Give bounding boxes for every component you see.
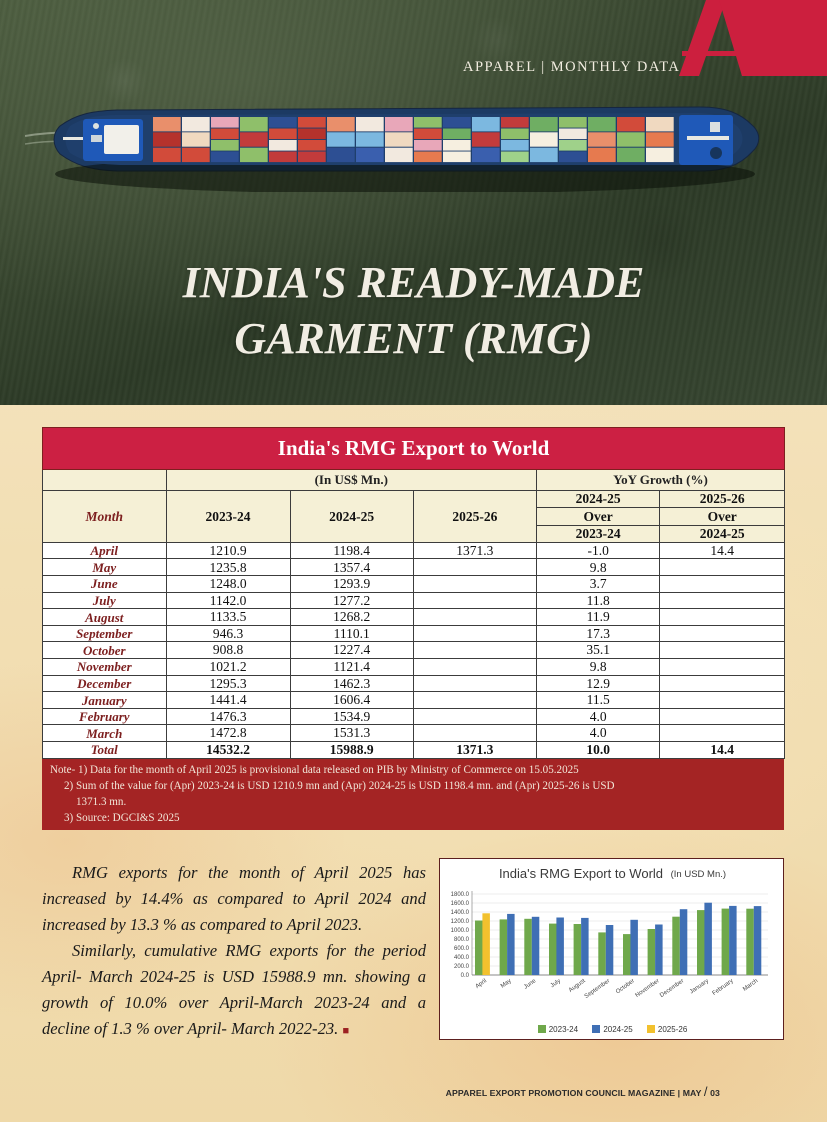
- svg-text:April: April: [475, 978, 488, 990]
- svg-text:November: November: [635, 978, 661, 999]
- svg-text:0.0: 0.0: [461, 973, 470, 979]
- svg-text:600.0: 600.0: [454, 946, 470, 952]
- svg-text:October: October: [615, 978, 636, 995]
- svg-text:800.0: 800.0: [454, 937, 470, 943]
- svg-text:February: February: [712, 978, 735, 997]
- svg-text:May: May: [500, 978, 513, 989]
- svg-text:September: September: [584, 978, 611, 1000]
- svg-text:1800.0: 1800.0: [451, 892, 470, 898]
- svg-text:1200.0: 1200.0: [451, 919, 470, 925]
- svg-text:400.0: 400.0: [454, 955, 470, 961]
- svg-text:August: August: [568, 978, 587, 994]
- svg-text:200.0: 200.0: [454, 964, 470, 970]
- svg-text:July: July: [550, 978, 562, 989]
- svg-text:1400.0: 1400.0: [451, 910, 470, 916]
- svg-text:June: June: [523, 978, 538, 991]
- svg-text:December: December: [659, 978, 685, 999]
- svg-text:January: January: [689, 978, 710, 995]
- svg-text:1000.0: 1000.0: [451, 928, 470, 934]
- svg-text:1600.0: 1600.0: [451, 901, 470, 907]
- svg-text:March: March: [742, 978, 759, 992]
